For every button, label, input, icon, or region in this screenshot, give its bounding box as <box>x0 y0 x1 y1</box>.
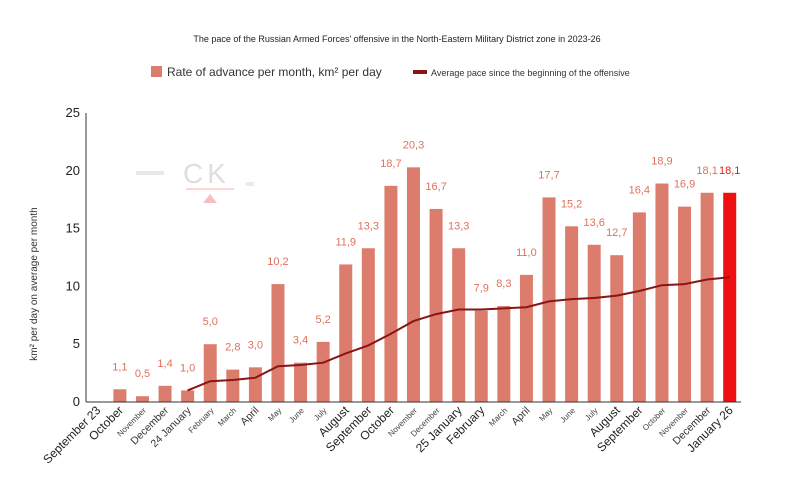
y-axis-label: km² per day on average per month <box>29 207 40 360</box>
legend: Rate of advance per month, km² per day A… <box>151 65 630 79</box>
data-label: 13,3 <box>358 220 379 232</box>
data-label: 8,3 <box>496 278 511 290</box>
data-label: 2,8 <box>225 342 240 354</box>
data-label: 13,6 <box>583 217 604 229</box>
data-label: 16,9 <box>674 179 695 191</box>
bar <box>497 306 511 402</box>
data-label: 17,7 <box>538 169 559 181</box>
bar <box>316 341 330 402</box>
data-label: 18,7 <box>380 158 401 170</box>
legend-bar-label: Rate of advance per month, km² per day <box>167 65 382 79</box>
data-label: 13,3 <box>448 220 469 232</box>
legend-line-label: Average pace since the beginning of the … <box>431 68 630 78</box>
data-labels: 1,10,51,4 1,05,02,8 3,010,23,45,211,913,31… <box>112 139 740 380</box>
data-label: 20,3 <box>403 139 424 151</box>
watermark-triangle <box>203 194 217 203</box>
data-label: 1,1 <box>112 361 127 373</box>
y-tick-label: 0 <box>73 394 80 409</box>
y-tick-label: 15 <box>66 221 80 236</box>
data-label: 0,5 <box>135 368 150 380</box>
data-label: 16,7 <box>425 181 446 193</box>
data-label: 3,4 <box>293 335 308 347</box>
bar <box>610 255 624 402</box>
data-label: 18,9 <box>651 156 672 168</box>
watermark-dot <box>246 182 254 186</box>
bar <box>271 284 285 402</box>
y-tick-label: 10 <box>66 278 80 293</box>
data-label: 5,0 <box>203 316 218 328</box>
data-label: 10,2 <box>267 256 288 268</box>
x-tick-label: April <box>238 405 261 428</box>
bar <box>248 367 262 402</box>
data-label: 16,4 <box>629 184 650 196</box>
chart-title: The pace of the Russian Armed Forces' of… <box>193 34 600 44</box>
data-label: 11,9 <box>335 236 356 248</box>
data-label: 18,1 <box>719 165 740 177</box>
bar <box>203 344 217 402</box>
bar <box>700 192 714 402</box>
bar <box>655 183 669 402</box>
watermark: CK <box>136 158 254 203</box>
bar <box>339 264 353 402</box>
bars <box>113 167 737 402</box>
bar <box>181 390 195 402</box>
y-tick-label: 20 <box>66 163 80 178</box>
watermark-logo: CK <box>183 158 230 189</box>
data-label: 12,7 <box>606 227 627 239</box>
watermark-underline <box>186 188 234 190</box>
bar <box>407 167 420 402</box>
data-label: 5,2 <box>316 314 331 326</box>
legend-line-swatch <box>413 70 427 74</box>
bar <box>678 206 692 402</box>
bar <box>135 396 149 402</box>
data-label: 18,1 <box>696 165 717 177</box>
x-tick-label: June <box>287 406 306 425</box>
x-tick-label: May <box>266 406 283 423</box>
data-label: 11,0 <box>516 247 537 259</box>
x-tick-label: March <box>487 406 509 428</box>
data-label: 7,9 <box>474 283 489 295</box>
bar <box>384 185 398 402</box>
x-tick-label: June <box>558 406 577 425</box>
bar <box>452 248 466 402</box>
y-tick-label: 25 <box>66 105 80 120</box>
average-series-line <box>187 276 730 392</box>
bar <box>519 274 533 402</box>
bar <box>361 248 375 402</box>
data-label: 1,0 <box>180 362 195 374</box>
bar-highlight <box>723 192 737 402</box>
y-tick-label: 5 <box>73 336 80 351</box>
legend-bar-swatch <box>151 66 162 77</box>
bar <box>226 369 240 402</box>
data-label: 3,0 <box>248 339 263 351</box>
bar <box>565 226 579 402</box>
watermark-dash <box>136 171 164 175</box>
bar <box>113 389 127 402</box>
y-axis: 0 5 10 15 20 25 <box>66 105 87 409</box>
data-label: 15,2 <box>561 198 582 210</box>
bar <box>429 208 443 402</box>
bar <box>474 310 488 402</box>
bar <box>632 212 646 402</box>
x-tick-label: March <box>216 406 238 428</box>
bar <box>542 197 556 402</box>
bar <box>294 362 308 402</box>
bar <box>158 385 172 402</box>
x-tick-label: May <box>537 406 554 423</box>
average-line <box>187 276 730 392</box>
bar <box>587 244 601 402</box>
data-label: 1,4 <box>157 358 172 370</box>
x-tick-label: April <box>509 405 532 428</box>
